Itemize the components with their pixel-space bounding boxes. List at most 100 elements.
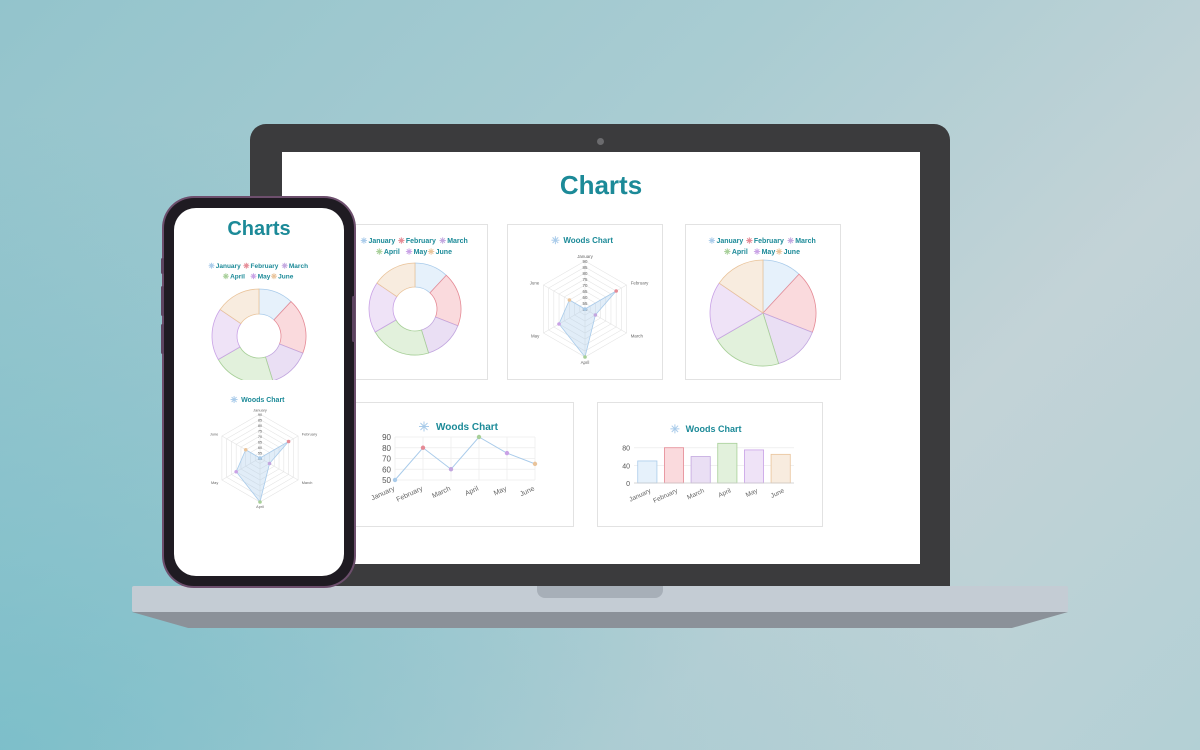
data-point — [614, 289, 618, 293]
bar — [664, 447, 685, 484]
bar — [637, 460, 658, 484]
star-icon — [222, 273, 229, 280]
tick-label: 60 — [583, 295, 588, 300]
phone-power-button — [352, 296, 355, 342]
phone-doughnut-chart[interactable]: January February March April May June — [198, 256, 320, 380]
radar-spoke — [543, 308, 586, 334]
legend-item: March — [447, 238, 468, 245]
category-label: June — [530, 281, 540, 286]
category-label: January — [628, 487, 653, 503]
radar-spoke — [221, 457, 261, 481]
category-label: May — [493, 485, 508, 497]
tick-label: 80 — [583, 271, 588, 276]
laptop-bottom-edge — [132, 612, 1068, 628]
data-point — [267, 461, 272, 466]
tick-label: 85 — [583, 265, 588, 270]
star-icon — [230, 396, 238, 404]
tick-label: 90 — [382, 433, 391, 442]
laptop-screen: Charts January February March April May June … — [282, 152, 920, 564]
category-label: June — [770, 487, 786, 499]
phone-side-button — [161, 286, 164, 316]
category-label: April — [581, 360, 590, 365]
star-icon — [208, 262, 215, 269]
category-label: February — [631, 281, 649, 286]
legend-item: April — [732, 249, 748, 256]
category-label: May — [211, 481, 218, 485]
tick-label: 0 — [626, 481, 630, 488]
star-icon — [746, 237, 753, 244]
data-point — [243, 447, 248, 452]
legend-item: March — [795, 238, 816, 245]
pie-slice — [709, 282, 764, 341]
data-point — [593, 313, 598, 317]
data-point — [504, 450, 510, 456]
category-label: June — [210, 433, 218, 437]
legend-item: January — [716, 238, 743, 245]
pie-chart[interactable]: January February March April May June — [686, 225, 840, 379]
tick-label: 75 — [583, 277, 588, 282]
tick-label: 55 — [258, 451, 262, 455]
category-label: February — [395, 485, 424, 503]
pie-slice — [716, 312, 780, 367]
phone-side-button — [161, 258, 164, 274]
legend-item: April — [230, 274, 245, 281]
tick-label: 55 — [583, 301, 588, 306]
star-icon — [376, 248, 383, 255]
tick-label: 40 — [622, 463, 630, 470]
tick-label: 65 — [258, 440, 262, 444]
doughnut-slice — [376, 262, 416, 298]
category-label: January — [370, 485, 396, 502]
category-label: April — [717, 487, 732, 499]
bar-chart-card: Woods Chart 80 40 0 January February March Apri… — [597, 402, 823, 527]
tick-label: 80 — [622, 446, 630, 453]
phone-radar-chart-card: Woods Chart908580757065605550JanuaryFebr… — [200, 392, 320, 518]
category-label: January — [253, 409, 267, 413]
star-icon — [708, 237, 716, 244]
legend-item: June — [278, 274, 294, 281]
tick-label: 85 — [258, 418, 262, 422]
tick-label: 50 — [382, 476, 391, 485]
tick-label: 70 — [583, 283, 588, 288]
data-point — [234, 469, 238, 474]
star-icon — [419, 421, 429, 432]
legend-item: May — [414, 249, 428, 256]
star-icon — [281, 262, 288, 269]
legend-item: June — [436, 249, 452, 256]
laptop-notch — [537, 586, 663, 598]
category-label: January — [577, 254, 593, 259]
category-label: February — [652, 487, 679, 505]
phone-radar-chart[interactable]: Woods Chart908580757065605550JanuaryFebr… — [200, 392, 320, 518]
legend-item: June — [784, 249, 800, 256]
tick-label: 70 — [382, 455, 391, 464]
category-label: March — [686, 487, 706, 501]
bar — [690, 456, 711, 484]
chart-title: Woods Chart — [241, 397, 285, 404]
tick-label: 75 — [258, 429, 262, 433]
radar-chart[interactable]: Woods Chart908580757065605550JanuaryFebr… — [508, 225, 662, 379]
star-icon — [360, 237, 368, 244]
legend-item: January — [216, 263, 241, 270]
category-label: April — [256, 505, 264, 509]
tick-label: 80 — [382, 444, 391, 453]
data-point — [583, 355, 587, 359]
chart-title: Woods Chart — [436, 422, 499, 433]
category-label: April — [464, 485, 480, 497]
data-point — [392, 477, 398, 483]
data-point — [532, 461, 538, 467]
star-icon — [427, 248, 435, 255]
category-label: March — [631, 333, 644, 338]
doughnut-chart[interactable]: January February March April May June — [343, 225, 487, 379]
star-icon — [753, 248, 761, 255]
phone-page-title: Charts — [227, 218, 291, 240]
legend-item: February — [251, 263, 279, 270]
legend-item: February — [754, 238, 784, 245]
line-chart-card: Woods Chart 90 80 70 60 50 January February Marc… — [352, 402, 574, 527]
category-label: May — [531, 333, 540, 338]
phone-side-button — [161, 324, 164, 354]
pie-slice — [718, 259, 764, 314]
category-label: June — [519, 485, 536, 498]
pie-chart-card: January February March April May June — [685, 224, 841, 380]
bar — [770, 453, 791, 484]
